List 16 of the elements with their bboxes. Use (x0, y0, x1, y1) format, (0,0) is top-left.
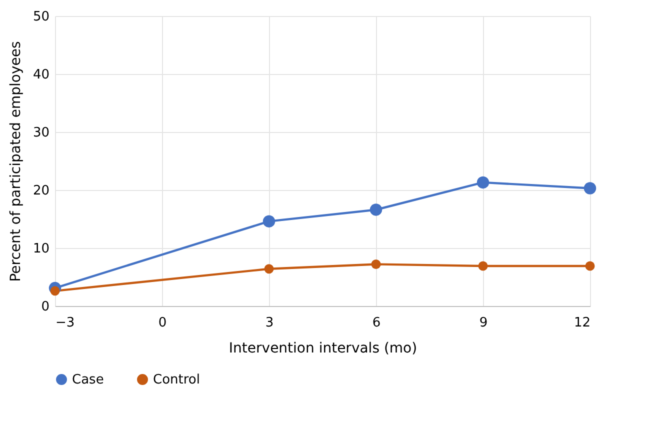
x-tick-label: 3 (265, 316, 274, 330)
y-tick-label: 0 (41, 300, 50, 314)
x-tick-label: 9 (479, 316, 488, 330)
y-tick-label: 40 (32, 68, 50, 82)
y-tick-label: 30 (32, 126, 50, 140)
legend-label: Control (153, 372, 200, 388)
x-tick-label: −3 (56, 316, 75, 330)
x-tick-label: 6 (372, 316, 381, 330)
y-tick-label: 10 (32, 242, 50, 256)
y-tick-label: 50 (32, 10, 50, 24)
x-tick-label: 12 (574, 316, 590, 330)
y-tick-label: 20 (32, 184, 50, 198)
y-axis-title: Percent of participated employees (8, 41, 24, 282)
legend-label: Case (72, 372, 104, 388)
x-axis-title: Intervention intervals (mo) (228, 340, 418, 356)
x-tick-label: 0 (158, 316, 167, 330)
